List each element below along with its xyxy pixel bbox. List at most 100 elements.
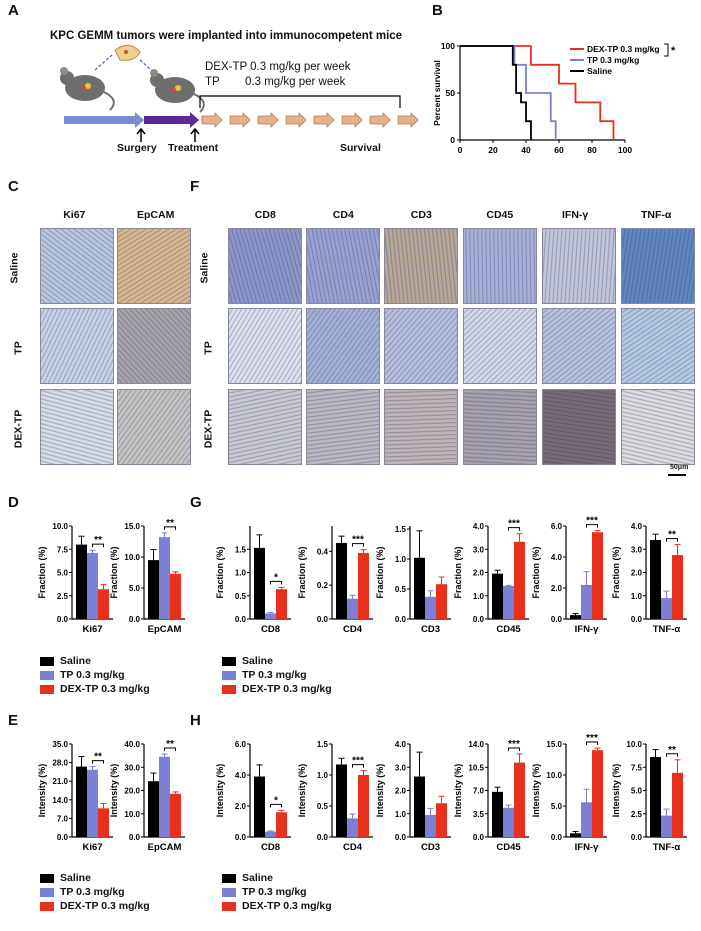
y-tick-label: 0.0: [57, 615, 69, 624]
bar-chart-g4: 0.0 1.0 2.0 3.0 4.0 Fraction (%) *** CD45: [453, 519, 529, 635]
bar: [661, 815, 672, 837]
y-tick-label: 50: [446, 88, 456, 98]
significance-label: ***: [352, 535, 364, 546]
histology-image: [117, 228, 191, 304]
y-axis-label: Intensity (%): [611, 764, 621, 818]
y-tick-label: 2.0: [551, 584, 563, 593]
histology-image: [542, 308, 616, 384]
legend-swatch: [222, 901, 236, 911]
y-tick-label: 3.0: [473, 545, 485, 554]
y-axis-label: Percent survival: [432, 60, 442, 126]
significance-label: ***: [352, 756, 364, 767]
bar: [265, 831, 276, 837]
bar-chart-e2: 0.0 10.0 20.0 30.0 40.0 Intensity (%) ** EpCAM: [109, 739, 185, 853]
bar: [159, 537, 170, 619]
y-tick-label: 4.0: [395, 740, 407, 749]
y-tick-label: 0.2: [317, 581, 329, 590]
category-label: CD45: [496, 842, 521, 853]
significance-bracket: [586, 741, 598, 746]
bar-chart-h6: 0.0 2.5 5.0 7.5 10.0 Intensity (%) ** TNF-α: [611, 740, 687, 853]
legend-label: Saline: [587, 66, 612, 76]
panel-label-b: B: [432, 2, 443, 19]
bar-chart-h2: 0.0 0.5 1.0 1.5 Intensity (%) *** CD4: [297, 740, 373, 853]
panel-label-c: C: [8, 178, 19, 195]
significance-bracket: [666, 538, 678, 542]
bar: [570, 833, 581, 837]
y-tick-label: 0.0: [235, 615, 247, 624]
y-tick-label: 21.0: [52, 777, 68, 786]
row-label: DEX-TP: [12, 409, 25, 449]
significance-label: *: [671, 45, 676, 57]
histology-image: [621, 308, 695, 384]
y-tick-label: 28.0: [52, 759, 68, 768]
bar: [148, 781, 159, 837]
bar: [254, 547, 265, 619]
bar-chart-d1: 0.0 2.5 5.0 7.5 10.0 Fraction (%) ** Ki67: [37, 522, 113, 635]
survival-line-saline: [460, 45, 532, 140]
bar: [425, 596, 436, 619]
y-tick-label: 3.0: [631, 545, 643, 554]
y-tick-label: 2.0: [395, 787, 407, 796]
surgery-label: Surgery: [117, 142, 157, 154]
bar: [170, 793, 181, 837]
tumor-tissue-icon: [114, 45, 141, 61]
y-tick-label: 0.4: [317, 547, 329, 556]
y-tick-label: 100: [441, 41, 455, 51]
bar-chart-g2: 0.0 0.2 0.4 Fraction (%) *** CD4: [297, 526, 373, 635]
legend-label: DEX-TP 0.3 mg/kg: [587, 44, 660, 54]
bar: [503, 585, 514, 619]
significance-label: ***: [586, 733, 598, 744]
legend-item: DEX-TP 0.3 mg/kg: [40, 683, 150, 695]
legend-label: TP 0.3 mg/kg: [587, 55, 639, 65]
bar: [87, 769, 98, 837]
y-tick-label: 35.0: [52, 740, 68, 749]
bar: [414, 776, 425, 837]
bar-chart-g1: 0.0 0.5 1.0 1.5 Fraction (%) * CD8: [215, 526, 291, 635]
significance-bracket: [270, 580, 282, 585]
category-label: CD8: [261, 624, 280, 635]
x-tick-label: 40: [521, 145, 531, 155]
category-label: CD45: [496, 624, 521, 635]
panel-label-e: E: [8, 712, 19, 729]
histology-image: [306, 228, 380, 304]
histology-image: [40, 228, 114, 304]
significance-bracket: [586, 524, 598, 528]
column-label: CD4: [332, 209, 354, 221]
significance-label: **: [166, 518, 174, 529]
x-tick-label: 80: [587, 145, 597, 155]
y-axis-label: Intensity (%): [453, 764, 463, 818]
y-tick-label: 0.0: [395, 615, 407, 624]
row-label: TP: [203, 341, 216, 355]
bar: [336, 542, 347, 619]
y-tick-label: 1.0: [235, 569, 247, 578]
y-tick-label: 0: [450, 135, 455, 145]
y-tick-label: 1.0: [317, 771, 329, 780]
scale-bar: [668, 474, 686, 476]
x-tick-label: 60: [554, 145, 564, 155]
legend-swatch: [40, 887, 54, 897]
legend-item: TP 0.3 mg/kg: [40, 886, 125, 898]
significance-bracket: [508, 527, 520, 531]
y-tick-label: 1.0: [473, 592, 485, 601]
y-tick-label: 10.0: [124, 553, 140, 562]
bar: [672, 772, 683, 837]
row-label: TP: [13, 341, 26, 355]
bar: [87, 552, 98, 619]
survival-label: Survival: [340, 142, 381, 154]
y-axis-label: Fraction (%): [453, 546, 463, 598]
histology-image: [117, 308, 191, 384]
significance-bracket: [164, 526, 176, 530]
dose-dex-tp: DEX-TP 0.3 mg/kg per week: [205, 61, 351, 73]
bar: [358, 775, 369, 837]
histology-image: [621, 389, 695, 465]
significance-label: *: [274, 572, 278, 583]
y-axis-label: Intensity (%): [297, 764, 307, 818]
y-tick-label: 7.5: [57, 545, 69, 554]
legend-item: Saline: [40, 872, 91, 884]
bar: [414, 557, 425, 619]
y-tick-label: 2.5: [631, 810, 643, 819]
histology-image: [621, 228, 695, 304]
y-tick-label: 10.0: [626, 740, 642, 749]
bar: [661, 598, 672, 619]
y-tick-label: 7.5: [631, 763, 643, 772]
